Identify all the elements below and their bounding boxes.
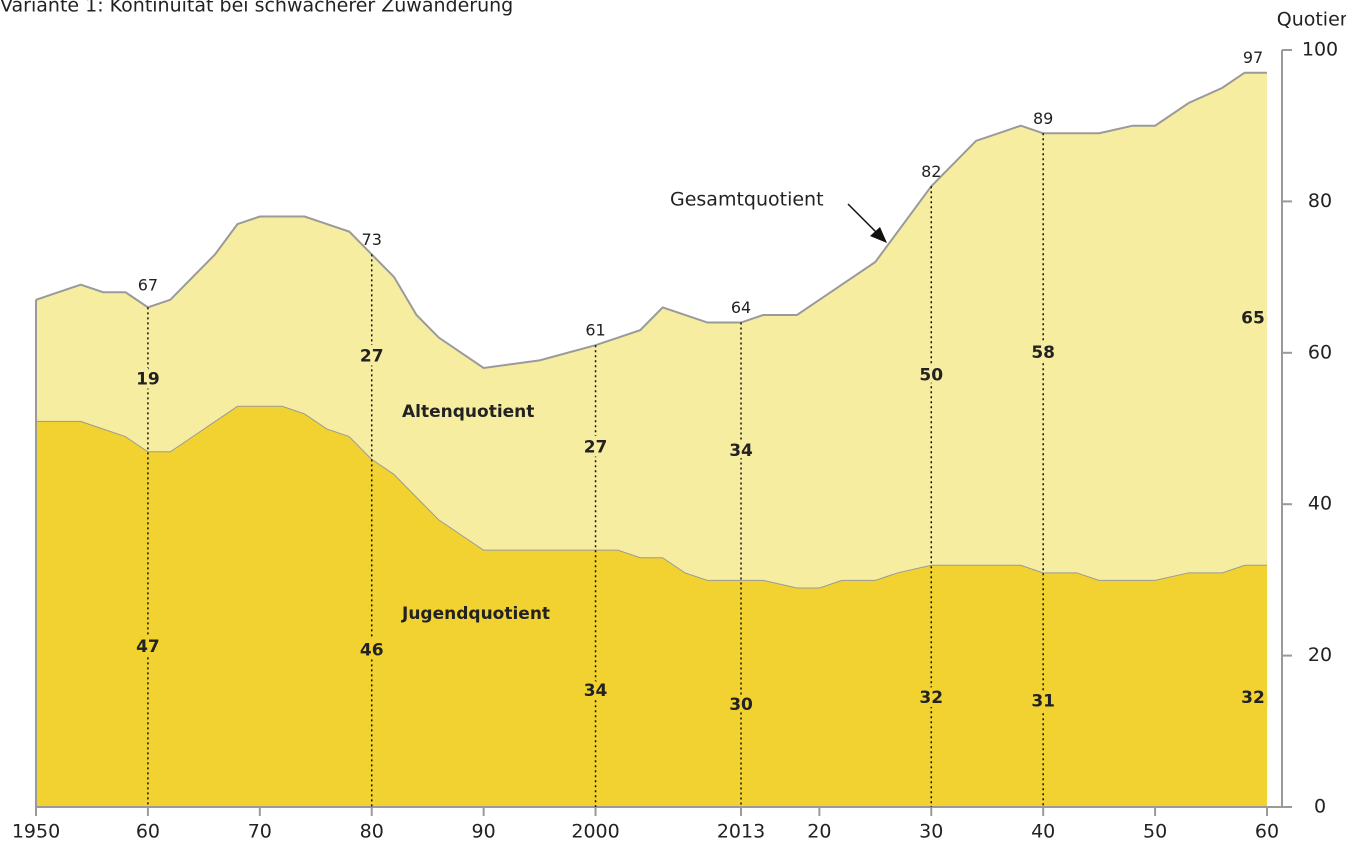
value-label: 31 [1031, 691, 1055, 711]
x-tick-label: 20 [807, 821, 831, 843]
value-label: 27 [584, 437, 608, 457]
total-label: 61 [585, 321, 605, 340]
value-label: 34 [584, 681, 608, 701]
y-axis-label: Quotient [1277, 9, 1346, 31]
total-label: 73 [362, 230, 382, 249]
x-tick-label: 80 [360, 821, 384, 843]
area-outline [36, 404, 1267, 589]
series-label: Altenquotient [402, 402, 534, 422]
x-tick-label: 40 [1031, 821, 1055, 843]
annotation-arrow [847, 203, 881, 237]
total-label: 82 [921, 162, 941, 181]
total-label: 89 [1033, 109, 1053, 128]
x-tick-label: 2000 [571, 821, 619, 843]
x-tick-label: 60 [136, 821, 160, 843]
value-label: 32 [919, 688, 943, 708]
value-label: 46 [360, 640, 384, 660]
annotation-arrowhead [870, 227, 887, 243]
total-label: 67 [138, 275, 158, 294]
plot [35, 71, 1267, 807]
y-tick-label: 0 [1314, 796, 1326, 818]
value-label: 65 [1241, 309, 1265, 329]
value-label: 32 [1241, 688, 1265, 708]
value-label: 34 [729, 441, 753, 461]
total-label: 97 [1243, 48, 1263, 67]
x-tick-label: 2013 [717, 821, 765, 843]
y-tick-label: 60 [1308, 341, 1332, 363]
y-tick-label: 20 [1308, 644, 1332, 666]
x-tick-label: 70 [248, 821, 272, 843]
value-label: 27 [360, 347, 384, 367]
area [36, 405, 1267, 807]
x-tick-label: 90 [472, 821, 496, 843]
x-tick-label: 60 [1255, 821, 1279, 843]
y-tick-label: 100 [1302, 39, 1338, 61]
area [36, 72, 1267, 588]
chart-title: Variante 1: Kontinuität bei schwächerer … [0, 0, 513, 17]
y-tick-label: 40 [1308, 493, 1332, 515]
x-tick-label: 50 [1143, 821, 1167, 843]
y-tick-label: 80 [1308, 190, 1332, 212]
annotation: Gesamtquotient [670, 189, 824, 211]
series-label: Jugendquotient [401, 604, 550, 624]
value-label: 50 [919, 366, 943, 386]
value-label: 30 [729, 695, 753, 715]
x-tick-label: 30 [919, 821, 943, 843]
value-label: 19 [136, 369, 160, 389]
x-tick-label: 1950 [12, 821, 60, 843]
value-label: 47 [136, 637, 160, 657]
value-label: 58 [1031, 343, 1055, 363]
total-label: 64 [731, 298, 751, 317]
